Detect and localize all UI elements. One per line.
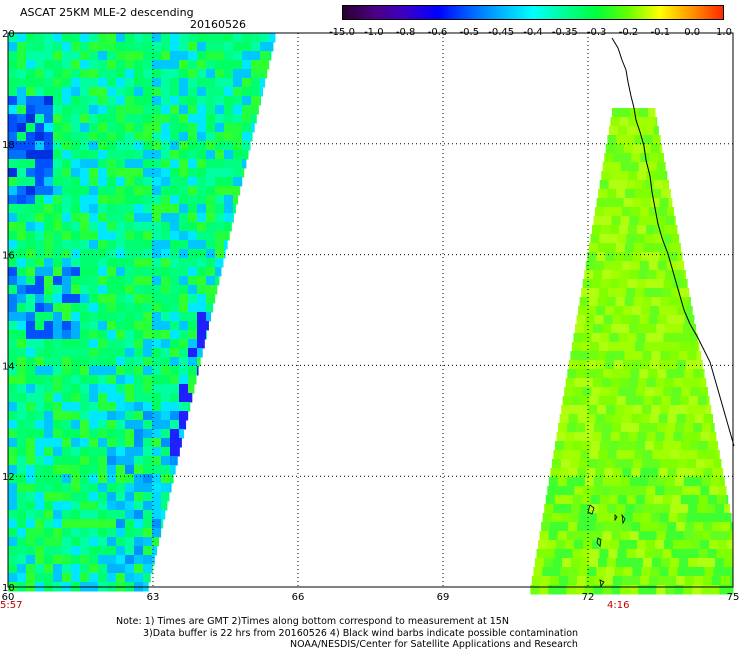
y-tick-label: 20 [2, 29, 15, 40]
x-tick-label: 75 [727, 592, 740, 603]
left-swath [8, 33, 276, 592]
colorbar [342, 5, 724, 20]
y-tick-label: 10 [2, 583, 15, 594]
note-line-2: 3)Data buffer is 22 hrs from 20160526 4)… [143, 628, 579, 639]
coastline-islands [587, 504, 626, 587]
y-tick-label: 14 [2, 361, 15, 372]
x-tick-label: 72 [582, 592, 595, 603]
right-swath [530, 108, 734, 595]
y-tick-label: 18 [2, 140, 15, 151]
time-right: 4:16 [607, 600, 630, 611]
note-line-3: NOAA/NESDIS/Center for Satellite Applica… [290, 639, 578, 650]
y-tick-labels: 20 18 16 14 12 10 [2, 29, 15, 594]
product-title: ASCAT 25KM MLE-2 descending [20, 6, 194, 19]
coastline [611, 37, 735, 447]
note-line-1: Note: 1) Times are GMT 2)Times along bot… [116, 616, 509, 627]
x-tick-labels: 60 63 66 69 72 75 [2, 592, 740, 603]
x-tick-label: 69 [437, 592, 450, 603]
x-tick-label: 63 [147, 592, 160, 603]
map-frame [7, 32, 734, 588]
x-tick-label: 66 [292, 592, 305, 603]
product-date: 20160526 [190, 18, 246, 31]
y-tick-label: 16 [2, 251, 15, 262]
y-tick-label: 12 [2, 472, 15, 483]
time-left: 5:57 [0, 600, 23, 611]
x-tick-label: 60 [2, 592, 15, 603]
